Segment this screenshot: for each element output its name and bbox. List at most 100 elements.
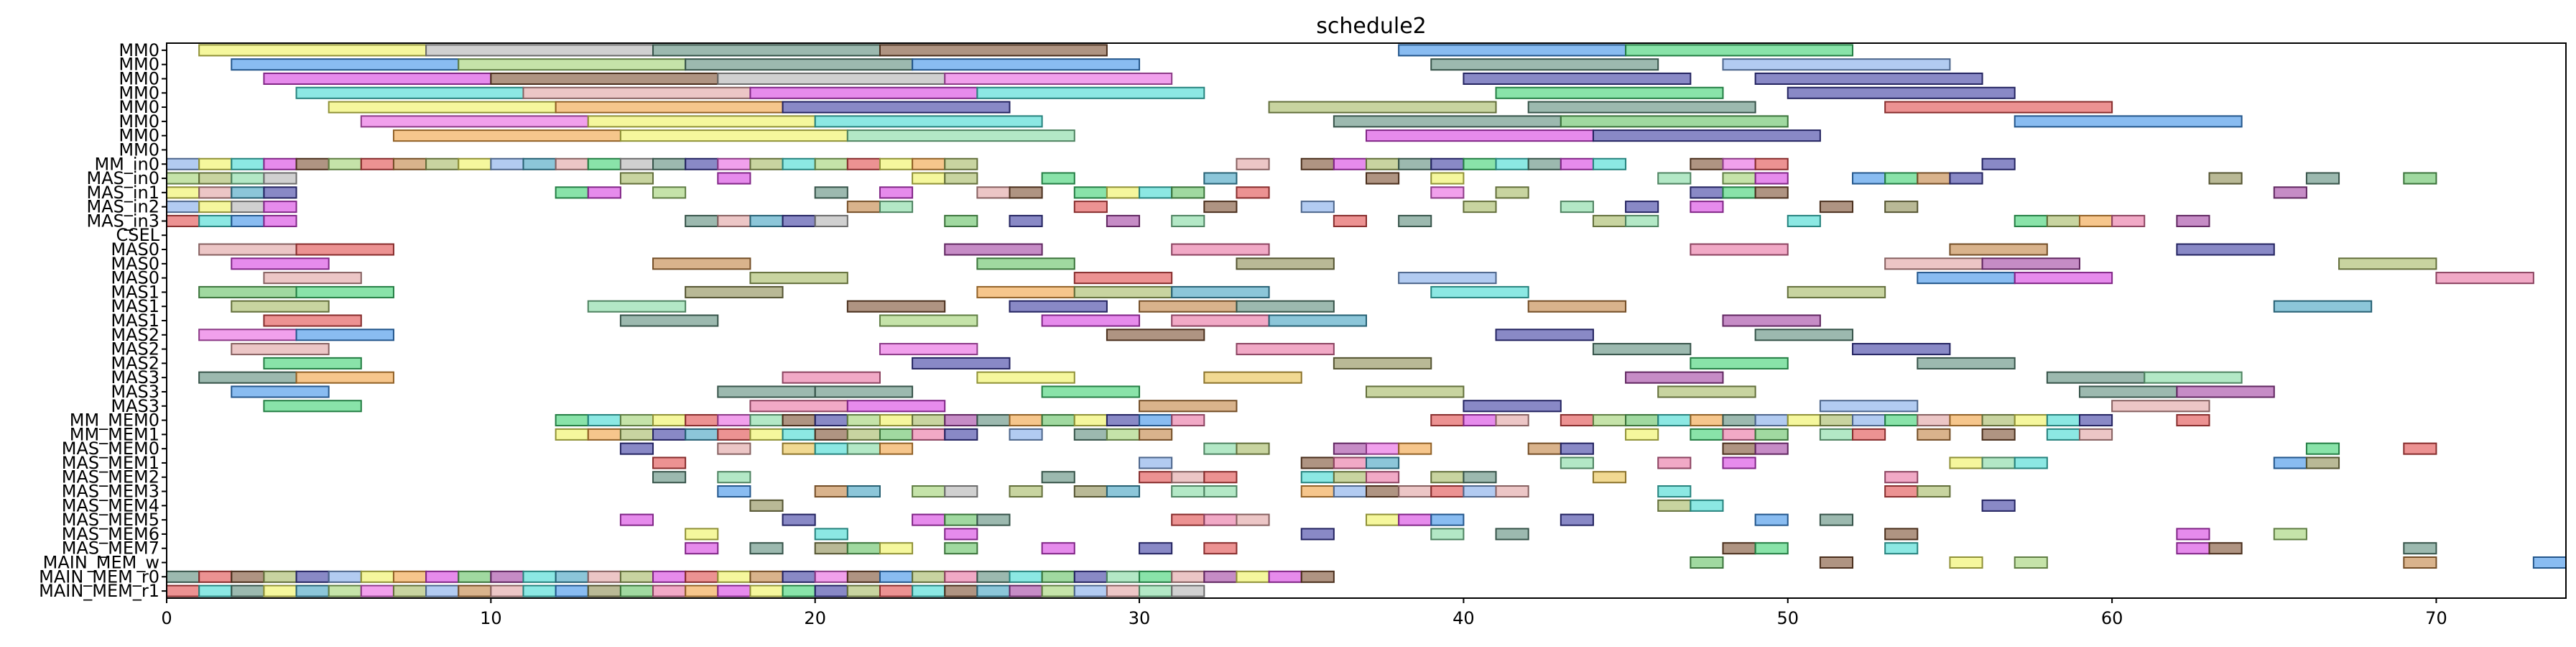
task-bar [1430,471,1465,484]
y-tick-label: MAS_MEM4 [62,495,159,515]
task-bar [1430,414,1465,427]
task-bar [944,542,978,555]
task-bar [1917,172,1951,185]
task-bar [1527,442,1562,455]
task-bar [814,157,848,170]
task-bar [490,570,524,583]
task-bar [1300,570,1335,583]
task-bar [1106,584,1141,597]
task-bar [231,214,265,227]
task-bar [685,214,719,227]
task-bar [1203,371,1302,384]
task-bar [1139,570,1173,583]
task-bar [1690,414,1724,427]
task-bar [1560,442,1594,455]
task-bar [749,86,978,99]
task-bar [1073,570,1108,583]
task-bar [166,157,200,170]
task-bar [1430,157,1465,170]
task-bar [749,272,848,285]
task-bar [1981,157,2016,170]
y-tick-label: MM0 [119,55,159,75]
task-bar [2046,414,2080,427]
task-bar [1592,214,1627,227]
task-bar [619,129,848,142]
task-bar [2014,414,2048,427]
task-bar [360,584,394,597]
task-bar [1527,157,1562,170]
task-bar [2144,371,2243,384]
task-bar [1366,385,1465,398]
task-bar [2111,214,2146,227]
task-bar [619,513,654,526]
task-bar [944,157,978,170]
task-bar [1041,314,1141,327]
task-bar [814,214,848,227]
task-bar [685,570,719,583]
task-bar [749,570,784,583]
task-bar [1398,157,1432,170]
task-bar [1009,584,1043,597]
task-bar [1073,285,1173,298]
x-tick-label: 0 [161,608,172,628]
task-bar [425,44,654,57]
task-bar [2338,257,2437,270]
task-bar [814,428,848,441]
task-bar [1268,101,1497,114]
task-bar [1625,428,1659,441]
task-bar [1073,584,1108,597]
task-bar [1139,400,1238,413]
task-bar [1041,584,1075,597]
task-bar [912,172,946,185]
task-bar [295,243,394,256]
task-bar [2435,272,2534,285]
task-bar [2208,172,2243,185]
task-bar [1430,513,1465,526]
task-bar [1722,542,1756,555]
task-bar [263,400,362,413]
task-bar [1625,414,1659,427]
task-bar [295,570,330,583]
task-bar [522,584,557,597]
task-bar [717,72,946,86]
task-bar [1300,201,1335,214]
task-bar [1333,214,1368,227]
task-bar [1949,456,1983,469]
task-bar [1884,528,1919,541]
y-tick-label: MAS_MEM3 [62,482,159,502]
y-tick-label: MAIN_MEM_r0 [39,566,159,587]
y-tick-label: MM_MEM0 [70,410,159,431]
task-bar [2014,456,2048,469]
task-bar [652,257,751,270]
y-tick-label: MAS_MEM2 [62,467,159,487]
task-bar [198,44,427,57]
task-bar [198,214,233,227]
task-bar [1171,485,1205,498]
task-bar [652,414,687,427]
task-bar [555,414,589,427]
task-bar [1171,314,1270,327]
task-bar [717,157,751,170]
task-bar [1787,414,1821,427]
task-bar [555,570,589,583]
bars-layer [166,44,2567,597]
task-bar [2014,556,2048,569]
task-bar [1171,513,1205,526]
task-bar [976,570,1011,583]
task-bar [1981,257,2080,270]
task-bar [846,129,1075,142]
task-bar [685,157,719,170]
task-bar [295,371,394,384]
task-bar [717,570,751,583]
task-bar [1203,172,1238,185]
task-bar [1463,72,1692,86]
task-bar [685,584,719,597]
task-bar [555,101,784,114]
task-bar [685,285,784,298]
task-bar [814,414,848,427]
task-bar [1495,414,1529,427]
task-bar [587,428,621,441]
task-bar [2273,300,2373,313]
task-bar [1430,528,1465,541]
task-bar [1852,414,1886,427]
